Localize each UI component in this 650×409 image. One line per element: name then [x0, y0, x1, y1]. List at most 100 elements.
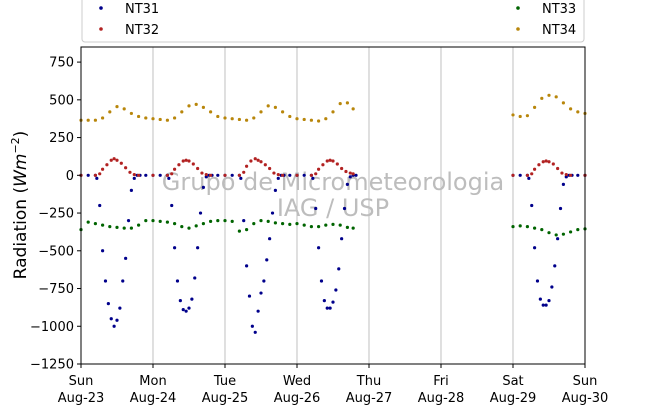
point-nt31 [242, 218, 246, 223]
point-nt31 [204, 175, 208, 179]
point-nt32 [249, 159, 253, 163]
point-nt31 [250, 324, 254, 328]
point-nt31 [121, 279, 125, 283]
point-nt32 [115, 158, 119, 162]
point-nt31 [553, 264, 557, 268]
point-nt31 [115, 318, 119, 322]
point-nt31 [253, 330, 257, 334]
series-nt32 [79, 157, 587, 177]
point-nt33 [201, 222, 205, 226]
point-nt32 [124, 166, 128, 170]
point-nt31 [173, 246, 177, 250]
point-nt32 [530, 172, 534, 176]
point-nt32 [259, 160, 263, 164]
point-nt31 [239, 176, 243, 180]
point-nt32 [237, 173, 241, 177]
point-nt34 [252, 116, 256, 120]
point-nt32 [181, 159, 185, 163]
point-nt32 [340, 166, 344, 171]
point-nt31 [345, 182, 349, 186]
legend-marker-nt34 [516, 27, 520, 31]
x-tick-label-date: Aug-24 [130, 391, 177, 406]
point-nt32 [314, 172, 318, 176]
legend: NT31 NT32 NT33 NT34 [81, 0, 585, 43]
point-nt31 [331, 300, 335, 304]
point-nt34 [345, 101, 349, 105]
point-nt34 [180, 110, 184, 114]
point-nt31 [184, 309, 188, 313]
point-nt34 [569, 107, 573, 111]
point-nt31 [259, 291, 263, 295]
point-nt31 [337, 267, 341, 271]
x-tick-label-day: Sun [573, 374, 598, 389]
point-nt34 [173, 116, 177, 120]
point-nt31 [101, 249, 105, 253]
point-nt31 [530, 203, 534, 208]
grid-lines [152, 47, 514, 364]
x-tick-label-date: Aug-29 [490, 391, 537, 406]
point-nt34 [295, 117, 299, 121]
point-nt34 [216, 114, 220, 119]
point-nt31 [198, 211, 203, 215]
point-nt33 [122, 226, 126, 230]
point-nt34 [122, 107, 126, 111]
point-nt34 [511, 113, 515, 117]
point-nt33 [259, 218, 263, 223]
point-nt34 [259, 110, 263, 114]
point-nt32 [173, 167, 177, 171]
point-nt33 [115, 225, 119, 229]
plot-frame [80, 46, 586, 365]
point-nt33 [547, 231, 551, 235]
point-nt31 [273, 188, 277, 193]
point-nt31 [132, 176, 136, 180]
point-nt33 [93, 222, 97, 226]
point-nt31 [348, 175, 352, 179]
point-nt33 [324, 223, 328, 227]
point-nt33 [309, 225, 313, 229]
point-nt32 [256, 158, 260, 162]
point-nt31 [144, 173, 148, 177]
point-nt34 [101, 116, 105, 120]
point-nt31 [95, 176, 99, 180]
point-nt34 [93, 118, 97, 122]
legend-entry-nt31: NT31 [99, 2, 159, 17]
point-nt31 [167, 176, 171, 180]
x-tick-label-day: Mon [139, 374, 166, 389]
point-nt34 [144, 116, 148, 120]
x-tick-label-date: Aug-30 [562, 391, 609, 406]
point-nt32 [569, 173, 573, 177]
point-nt31 [556, 237, 560, 241]
legend-label-nt32: NT32 [125, 23, 159, 38]
point-nt32 [191, 162, 195, 166]
point-nt31 [98, 203, 102, 208]
y-tick-label: −500 [38, 244, 74, 259]
point-nt32 [309, 173, 313, 177]
point-nt31 [334, 288, 338, 292]
point-nt32 [177, 163, 181, 167]
x-tick-label-day: Tue [213, 374, 236, 389]
point-nt31 [328, 306, 332, 310]
point-nt33 [540, 228, 544, 232]
x-tick-label-day: Thu [356, 374, 381, 389]
point-nt31 [342, 206, 347, 211]
point-nt31 [178, 299, 182, 303]
point-nt31 [544, 303, 548, 307]
point-nt31 [322, 299, 326, 303]
point-nt32 [331, 159, 335, 163]
y-tick-label: −250 [38, 207, 74, 222]
point-nt33 [108, 225, 112, 229]
point-nt32 [525, 173, 530, 177]
point-nt34 [302, 117, 306, 122]
legend-entry-nt34: NT34 [516, 23, 576, 38]
point-nt32 [132, 172, 136, 177]
point-nt34 [533, 105, 537, 109]
point-nt31 [187, 306, 191, 310]
legend-label-nt31: NT31 [125, 2, 159, 17]
x-axis-ticks: Sun Aug-23 Mon Aug-24 Tue Aug-25 Wed Aug-26 Thu A… [58, 364, 609, 406]
point-nt32 [170, 172, 174, 176]
point-nt34 [245, 118, 249, 122]
point-nt33 [237, 229, 241, 233]
point-nt32 [556, 166, 560, 171]
watermark-line-2: IAG / USP [277, 194, 389, 222]
